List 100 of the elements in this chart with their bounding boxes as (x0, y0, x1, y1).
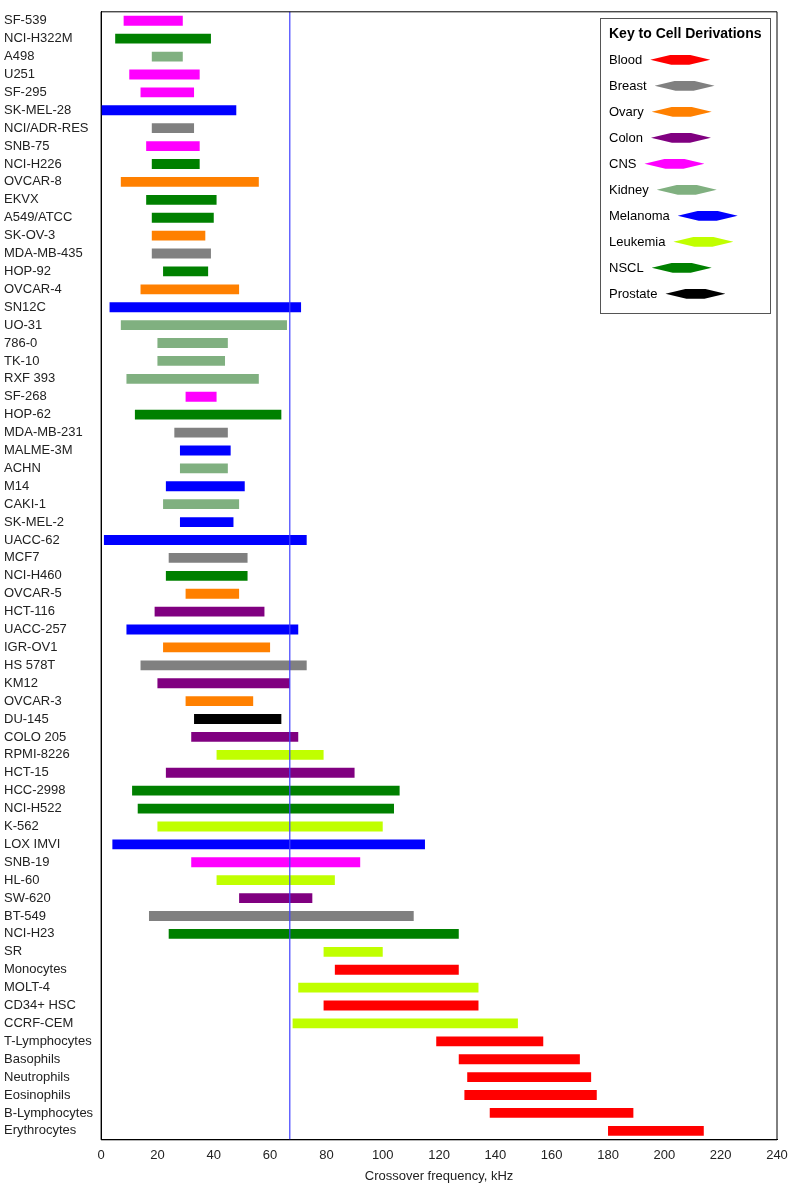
bar (334, 964, 459, 975)
y-tick-label: CD34+ HSC (4, 997, 76, 1013)
y-tick-label: HS 578T (4, 656, 56, 672)
y-tick-label: CAKI-1 (4, 495, 46, 511)
bar (165, 767, 355, 778)
bar (103, 535, 307, 545)
y-tick-label: A498 (4, 48, 35, 64)
y-tick-label: TK-10 (4, 352, 40, 368)
bar (134, 409, 282, 420)
y-tick-label: OVCAR-4 (4, 280, 62, 296)
bar (101, 105, 237, 116)
y-tick-label: UACC-62 (4, 531, 60, 547)
bar (185, 588, 240, 599)
bar (148, 911, 414, 921)
y-tick-label: RPMI-8226 (4, 746, 70, 762)
y-tick-label: NCI-H322M (4, 30, 73, 46)
y-tick-label: BT-549 (4, 907, 46, 923)
y-tick-label: Monocytes (4, 961, 68, 977)
bar (120, 176, 259, 187)
bar (458, 1054, 580, 1065)
y-tick-label: UACC-257 (4, 621, 67, 637)
y-tick-label: U251 (4, 66, 36, 82)
y-tick-label: 786-0 (4, 334, 38, 350)
y-tick-label: M14 (4, 477, 30, 493)
bar (179, 463, 228, 474)
y-tick-label: SW-620 (4, 889, 51, 905)
y-tick-label: RXF 393 (4, 370, 56, 386)
y-tick-label: NCI/ADR-RES (4, 119, 89, 135)
bar (323, 1000, 479, 1011)
y-tick-label: NCI-H460 (4, 567, 62, 583)
x-tick-label: 60 (262, 1147, 278, 1163)
y-tick-label: HCC-2998 (4, 782, 66, 798)
x-tick-label: 100 (371, 1147, 394, 1163)
bar (163, 266, 209, 277)
x-tick-label: 0 (97, 1147, 105, 1163)
y-tick-label: Neutrophils (4, 1068, 71, 1084)
y-tick-label: CCRF-CEM (4, 1015, 74, 1030)
bar (151, 248, 211, 259)
bar (146, 194, 217, 205)
y-tick-label: NCI-H226 (4, 155, 62, 171)
y-tick-label: ACHN (4, 459, 41, 475)
y-tick-label: Basophils (4, 1050, 61, 1066)
bar (151, 159, 200, 169)
bar (126, 624, 299, 635)
bar (140, 660, 307, 671)
bar (157, 338, 228, 348)
bar (292, 1018, 518, 1029)
y-tick-label: MDA-MB-231 (4, 424, 83, 440)
y-tick-label: SF-295 (4, 83, 47, 99)
bar (194, 714, 282, 724)
bar (154, 606, 265, 617)
y-tick-label: COLO 205 (4, 728, 67, 744)
x-axis-title: Crossover frequency, kHz (364, 1167, 514, 1183)
bar (109, 302, 302, 313)
x-tick-label: 240 (766, 1147, 788, 1163)
bar (129, 69, 200, 80)
bar (163, 499, 240, 510)
bar (157, 678, 290, 689)
bar (174, 427, 228, 438)
x-tick-label: 160 (540, 1147, 563, 1163)
bar (191, 857, 361, 868)
x-tick-label: 120 (428, 1147, 450, 1163)
y-tick-label: KM12 (4, 674, 38, 690)
legend-label: Breast (609, 78, 647, 94)
legend-label: Ovary (609, 104, 644, 120)
bar (163, 642, 271, 653)
bar (151, 51, 183, 62)
bar (115, 33, 211, 44)
bar (608, 1125, 704, 1136)
legend-label: Prostate (609, 286, 658, 302)
x-tick-label: 140 (484, 1147, 507, 1163)
bar (298, 982, 479, 993)
legend-label: Colon (609, 130, 643, 146)
y-tick-label: EKVX (4, 191, 40, 207)
y-tick-label: IGR-OV1 (4, 639, 58, 654)
bar (157, 821, 383, 832)
legend-label: NSCL (609, 260, 644, 276)
bar (126, 373, 259, 384)
x-tick-label: 200 (653, 1147, 676, 1163)
bar (216, 749, 324, 760)
bar (185, 391, 217, 402)
bar (467, 1072, 592, 1083)
y-tick-label: B-Lymphocytes (4, 1104, 94, 1120)
bar (137, 803, 394, 814)
y-tick-label: A549/ATCC (4, 209, 73, 225)
bar (151, 212, 214, 223)
bar (112, 839, 425, 850)
bar (168, 928, 459, 939)
y-tick-label: SK-MEL-28 (4, 101, 72, 117)
x-tick-label: 180 (597, 1147, 619, 1163)
bar (151, 230, 206, 241)
bar (464, 1090, 597, 1100)
y-tick-label: MOLT-4 (4, 979, 50, 995)
y-tick-label: SNB-19 (4, 853, 50, 869)
y-tick-label: SF-539 (4, 12, 47, 28)
bar (191, 732, 299, 742)
bar (489, 1108, 634, 1118)
y-tick-label: SK-MEL-2 (4, 513, 64, 529)
bar (157, 356, 226, 366)
y-tick-label: HCT-15 (4, 764, 49, 780)
